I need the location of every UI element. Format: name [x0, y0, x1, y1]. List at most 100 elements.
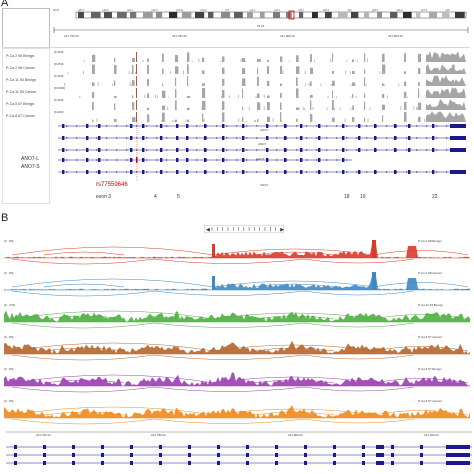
coverage-track-range: [0-5000] [54, 86, 66, 90]
panel-b-letter: B [1, 212, 9, 224]
coverage-track-name: P-Ca 2 98 Benign [6, 54, 35, 58]
sashimi-track: [0 - 80] P-Ca 8 67 Benign [4, 364, 472, 396]
exon-label-22: 22 [432, 194, 438, 200]
coverage-track-name: P-Ca 8 67 Cancer [6, 114, 35, 118]
chromosome-label: chr3 [53, 8, 59, 12]
sashimi-track: [0 - 80] P-Ca 8 67 Cancer [4, 396, 472, 428]
cytoband-label: p21.31 [176, 9, 184, 12]
gene-annotation-b [6, 441, 472, 473]
ideogram-svg: p25.3 p24.2 p24.1 p22.3 p21.31 p14.2 p13 q11.2 q… [75, 9, 467, 20]
gene-label-2: ANO7 [258, 142, 267, 146]
sashimi-nav-label: I [217, 227, 218, 233]
sashimi-nav: ◀ I I I I I I I I I I I I I ▶ [204, 225, 284, 233]
coverage-track-range: [0-300] [54, 98, 64, 102]
coverage-track-range: [0-250] [54, 62, 64, 66]
cytoband-label: p24.1 [127, 9, 134, 12]
coverage-track-range: [0-300] [54, 74, 64, 78]
sashimi-nav-label: I [233, 227, 234, 233]
track-name-panel-a [2, 48, 50, 204]
ruler-tick-3: 241,800 kb [280, 34, 295, 38]
sashimi-nav-label: ◀ [206, 227, 210, 233]
cytoband-label: q29 [446, 9, 451, 12]
sashimi-nav-label: I [275, 227, 276, 233]
sashimi-nav-label: ▶ [280, 227, 284, 233]
cytoband-label: p14.2 [201, 9, 208, 12]
sashimi-track-range: [0 - 273] [4, 303, 16, 307]
sashimi-track-range: [0 - 80] [4, 239, 14, 243]
ruler-b-tick-3: 241,800 kb [288, 433, 303, 437]
gene-label-4: ANO7 [260, 183, 269, 187]
sashimi-nav-label: I [211, 227, 212, 233]
sashimi-track-name: P-Ca 8 67 Benign [418, 367, 442, 371]
isoform-label-short: ANO7-S [21, 164, 40, 170]
gene-label-3: ANO7 [256, 157, 265, 161]
gene-annotation-a [52, 120, 470, 190]
sashimi-track-name: P-Ca 11 53 Benign [418, 303, 444, 307]
coverage-track: P-Ca 8 67 Benign [0-300] [2, 98, 470, 110]
sashimi-nav-label: I [248, 227, 249, 233]
coverage-track: P-Ca 2 98 Benign [0-300] [2, 50, 470, 62]
cytoband-label: q22.3 [323, 9, 330, 12]
cytoband-label: q11.2 [250, 9, 256, 12]
ruler-ticks: 241,760 kb 241,780 kb 241,800 kb 241,820… [52, 34, 470, 44]
sashimi-nav-label: I [259, 227, 260, 233]
panel-a-letter: A [1, 0, 9, 9]
sashimi-nav-label: I [222, 227, 223, 233]
sashimi-track-name: P-Ca 2 98 Benign [418, 239, 442, 243]
cytoband-label: q26.2 [397, 9, 404, 12]
coverage-track-range: [0-400] [54, 110, 64, 114]
snp-label: rs77559646 [96, 182, 128, 188]
gene-label-1: ANO7 [260, 128, 269, 132]
cytoband-label: p25.3 [78, 9, 85, 12]
ruler-b-tick-1: 241,760 kb [36, 433, 51, 437]
sashimi-nav-label: I [264, 227, 265, 233]
coverage-track-name: P-Ca 8 67 Benign [6, 102, 35, 106]
ruler-tick-2: 241,780 kb [172, 34, 187, 38]
sashimi-nav-label: I [227, 227, 228, 233]
coverage-track: P-Ca 11 53 Benign [0-300] [2, 74, 470, 86]
coverage-track-name: P-Ca 2 98 Cancer [6, 66, 35, 70]
coverage-track: P-Ca 11 55 Cancer [0-5000] [2, 86, 470, 98]
scale-label: 76 kb [257, 24, 265, 28]
sashimi-nav-label: I [238, 227, 239, 233]
sashimi-track-range: [0 - 80] [4, 367, 14, 371]
cytoband-label: q24 [348, 9, 353, 12]
ruler-b-tick-4: 241,820 kb [424, 433, 439, 437]
ruler-tick-1: 241,760 kb [64, 34, 79, 38]
ruler-b-tick-2: 241,780 kb [151, 433, 166, 437]
sashimi-track-range: [0 - 80] [4, 271, 14, 275]
cytoband-label: p24.2 [103, 9, 110, 12]
isoform-label-long: ANO7-L [21, 156, 40, 162]
coverage-track-name: P-Ca 11 53 Benign [6, 78, 37, 82]
scale-bar: 76 kb [52, 22, 470, 34]
sashimi-track-name: P-Ca 8 67 Cancer [418, 399, 443, 403]
sashimi-track-range: [0 - 80] [4, 399, 14, 403]
exon-label-5: 5 [177, 194, 180, 200]
sashimi-nav-label: I [254, 227, 255, 233]
exon-label-19: 19 [360, 194, 366, 200]
ruler-b: 241,760 kb 241,780 kb 241,800 kb 241,820… [6, 430, 472, 440]
chromosome-ideogram: chr3 p25.3 p24.2 p24.1 p22.3 p21.31 p14.2 p13 q… [52, 8, 470, 22]
coverage-track-range: [0-300] [54, 50, 64, 54]
coverage-track: P-Ca 8 67 Cancer [0-400] [2, 110, 470, 122]
sashimi-nav-label: I [270, 227, 271, 233]
divider-top [2, 47, 470, 48]
sashimi-nav-label: I [243, 227, 244, 233]
cytoband-label: p22.3 [152, 9, 159, 12]
cytoband-label: q25.2 [372, 9, 379, 12]
igv-top-left-box [2, 8, 50, 48]
cytoband-label: q21.1 [299, 9, 306, 12]
sashimi-track-range: [0 - 80] [4, 335, 14, 339]
sashimi-track: [0 - 80] P-Ca 8 67 Cancer [4, 332, 472, 364]
sashimi-track: [0 - 80] P-Ca 2 98 Cancer [4, 268, 472, 300]
coverage-track-name: P-Ca 11 55 Cancer [6, 90, 37, 94]
sashimi-track: [0 - 273] P-Ca 11 53 Benign [4, 300, 472, 332]
coverage-track: P-Ca 2 98 Cancer [0-250] [2, 62, 470, 74]
sashimi-track-name: P-Ca 2 98 Cancer [418, 271, 443, 275]
exon-label-18: 18 [344, 194, 350, 200]
exon-label-4: 4 [154, 194, 157, 200]
ruler-tick-4: 241,820 kb [388, 34, 403, 38]
sashimi-track: [0 - 80] P-Ca 2 98 Benign [4, 236, 472, 268]
exon-label-3: exon 3 [96, 194, 112, 200]
cytoband-label: q27.3 [421, 9, 428, 12]
